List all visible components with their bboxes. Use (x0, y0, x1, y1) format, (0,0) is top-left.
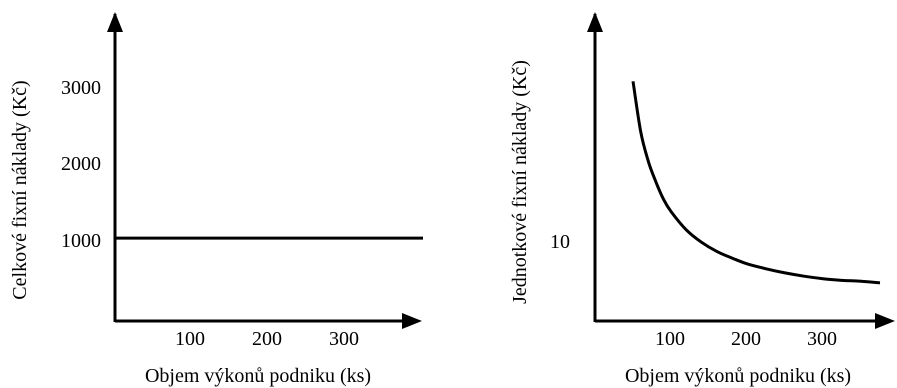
x-axis-arrowhead (875, 313, 895, 329)
chart-unit-fixed-costs: 100 200 300 10 Objem výkonů podniku (ks)… (509, 12, 895, 387)
x-tick-label: 200 (252, 328, 282, 350)
x-tick-label: 100 (175, 328, 205, 350)
x-tick-label: 300 (329, 328, 359, 350)
y-tick-label: 1000 (61, 230, 101, 252)
y-axis-label: Celkové fixní náklady (Kč) (9, 80, 31, 299)
y-tick-label: 10 (550, 231, 570, 253)
y-tick-label: 3000 (61, 77, 101, 99)
y-axis-arrowhead (587, 12, 603, 32)
y-tick-label: 2000 (61, 153, 101, 175)
series-line (631, 81, 881, 285)
x-axis-label: Objem výkonů podniku (ks) (145, 365, 371, 387)
chart-total-fixed-costs: 100 200 300 1000 2000 3000 Objem výkonů … (9, 12, 423, 387)
y-axis-label: Jednotkové fixní náklady (Kč) (509, 60, 531, 304)
x-axis-label: Objem výkonů podniku (ks) (625, 365, 851, 387)
x-tick-label: 300 (807, 328, 837, 350)
x-axis-arrowhead (402, 313, 422, 329)
series-marks (631, 81, 881, 285)
y-axis-arrowhead (107, 12, 123, 32)
x-tick-label: 200 (731, 328, 761, 350)
x-tick-label: 100 (655, 328, 685, 350)
